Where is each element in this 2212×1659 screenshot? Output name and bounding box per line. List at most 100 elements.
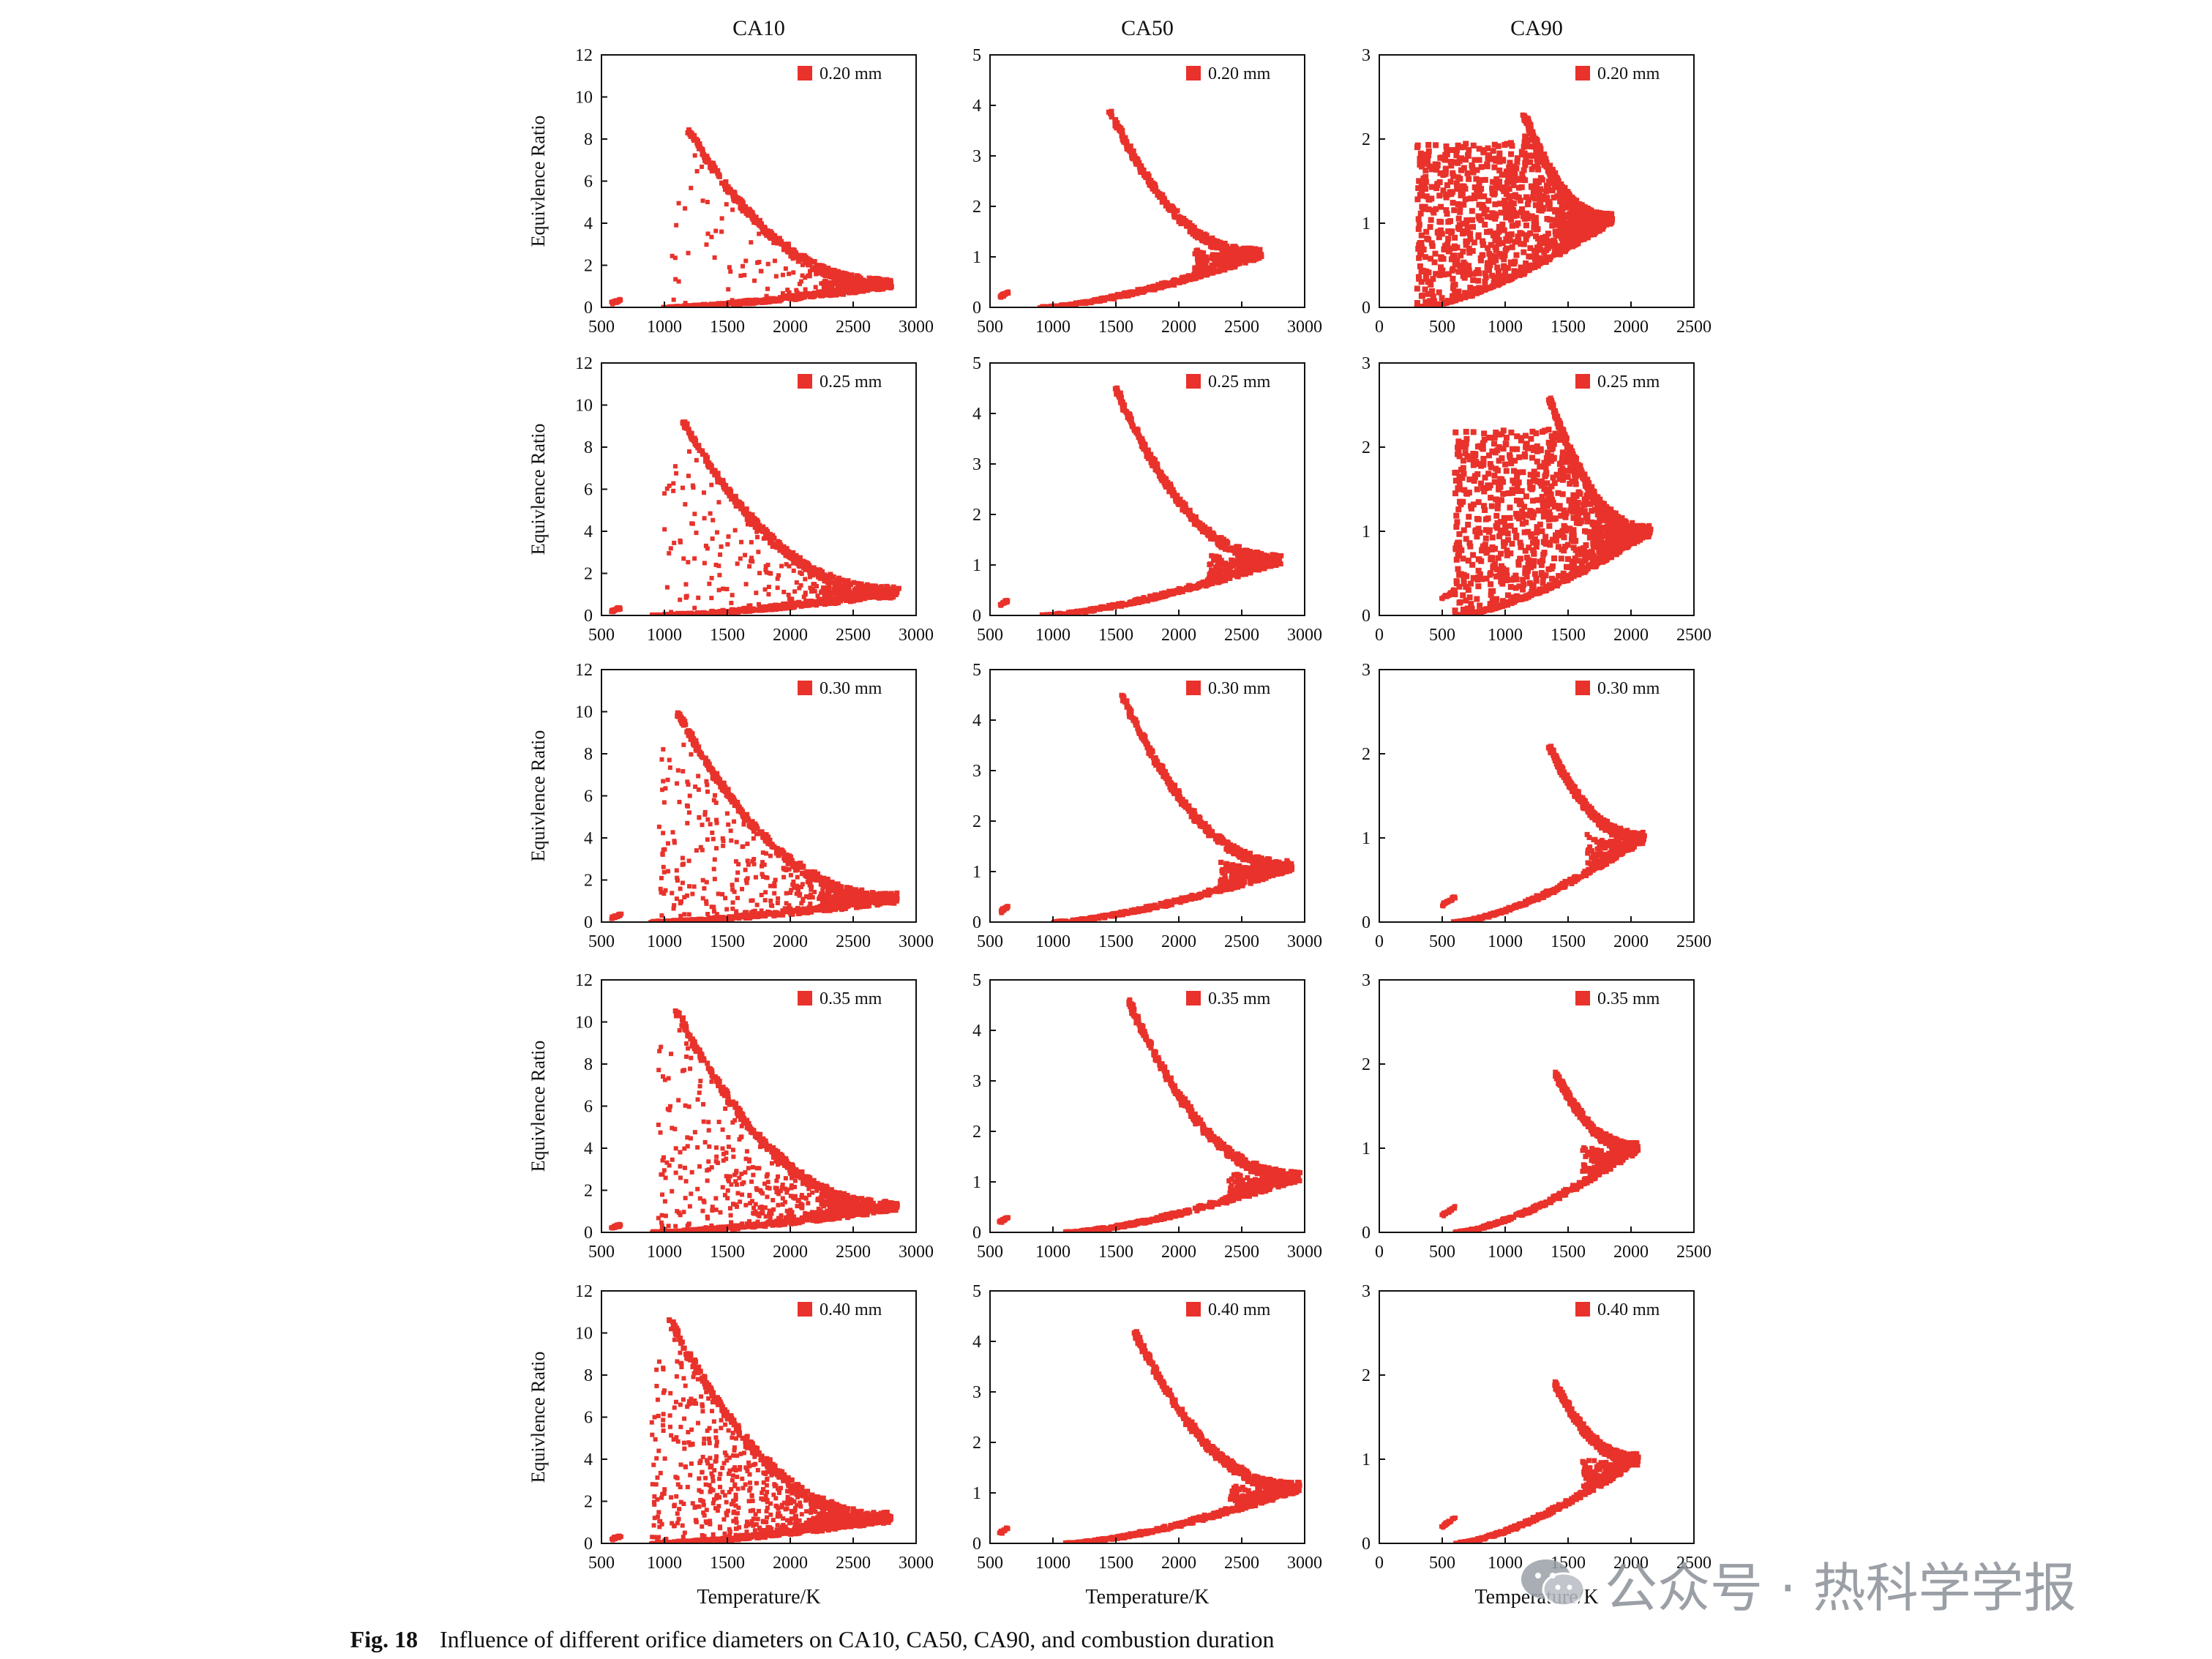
- scatter-point: [777, 239, 783, 244]
- scatter-point: [1493, 157, 1499, 164]
- scatter-point: [1182, 277, 1188, 282]
- scatter-point: [1529, 194, 1536, 201]
- scatter-point: [726, 534, 731, 539]
- scatter-point: [777, 606, 783, 612]
- scatter-point: [1415, 185, 1422, 192]
- scatter-point: [791, 270, 796, 275]
- scatter-point: [851, 580, 857, 585]
- scatter-point: [1193, 248, 1199, 254]
- scatter-point: [1040, 304, 1046, 307]
- scatter-point: [825, 282, 831, 288]
- column-title: CA50: [1121, 16, 1174, 40]
- scatter-point: [1557, 223, 1564, 230]
- scatter-point: [1150, 185, 1155, 191]
- scatter-point: [765, 299, 771, 305]
- scatter-point: [792, 589, 798, 594]
- scatter-point: [1534, 153, 1540, 160]
- scatter-point: [1491, 191, 1497, 198]
- scatter-point: [770, 544, 775, 549]
- scatter-point: [1459, 266, 1466, 273]
- scatter-point: [1419, 163, 1425, 170]
- scatter-point: [744, 208, 750, 214]
- scatter-point: [712, 611, 718, 615]
- scatter-point: [1541, 249, 1548, 255]
- scatter-point: [1522, 133, 1529, 140]
- scatter-point: [1463, 217, 1470, 223]
- scatter-point: [1469, 247, 1476, 254]
- scatter-point: [1577, 201, 1583, 207]
- scatter-point: [1418, 269, 1425, 275]
- scatter-point: [1119, 133, 1125, 139]
- legend-label: 0.20 mm: [820, 64, 882, 83]
- scatter-point: [1559, 231, 1565, 238]
- scatter-point: [712, 472, 718, 478]
- scatter-point: [851, 277, 857, 282]
- scatter-point: [1540, 193, 1547, 200]
- scatter-point: [711, 165, 717, 171]
- scatter-point: [1436, 234, 1442, 241]
- scatter-point: [1507, 160, 1513, 166]
- scatter-point: [1439, 231, 1445, 237]
- scatter-point: [746, 297, 752, 303]
- y-tick-label: 4: [584, 214, 593, 233]
- y-tick-label: 3: [1362, 46, 1371, 65]
- scatter-point: [1537, 247, 1544, 253]
- scatter-point: [1503, 168, 1510, 175]
- scatter-point: [1510, 261, 1517, 267]
- scatter-point: [706, 464, 712, 470]
- scatter-point: [1215, 242, 1221, 248]
- scatter-point: [1479, 252, 1485, 258]
- scatter-point: [1463, 241, 1469, 248]
- scatter-point: [1466, 250, 1473, 256]
- scatter-point: [1434, 181, 1441, 187]
- x-tick-label: 500: [977, 318, 1003, 337]
- scatter-point: [1189, 274, 1195, 280]
- scatter-point: [1535, 158, 1542, 165]
- scatter-point: [671, 481, 676, 486]
- scatter-point: [852, 285, 858, 291]
- scatter-point: [1568, 209, 1575, 215]
- scatter-point: [797, 282, 802, 287]
- scatter-point: [796, 253, 802, 259]
- scatter-point: [1499, 185, 1506, 192]
- scatter-point: [811, 565, 817, 571]
- x-tick-label: 1500: [710, 318, 745, 337]
- scatter-point: [1537, 197, 1543, 203]
- scatter-point: [871, 284, 877, 289]
- scatter-point: [700, 198, 705, 203]
- scatter-point: [1187, 229, 1193, 235]
- scatter-point: [1583, 227, 1590, 233]
- scatter-point: [662, 491, 667, 496]
- scatter-point: [1199, 238, 1205, 244]
- scatter-point: [656, 613, 662, 615]
- scatter-point: [813, 285, 818, 290]
- scatter-point: [833, 275, 839, 281]
- scatter-point: [810, 292, 815, 297]
- scatter-point: [1414, 142, 1421, 149]
- x-tick-label: 3000: [899, 318, 934, 337]
- x-tick-label: 1000: [647, 318, 682, 337]
- scatter-point: [1470, 224, 1477, 231]
- scatter-point: [1199, 258, 1205, 264]
- scatter-point: [1509, 244, 1515, 250]
- scatter-point: [1607, 217, 1613, 223]
- scatter-point: [788, 247, 794, 253]
- scatter-point: [1160, 197, 1166, 203]
- scatter-point: [1451, 207, 1458, 214]
- scatter-point: [1600, 216, 1607, 222]
- scatter-point: [773, 297, 779, 303]
- scatter-point: [825, 266, 831, 271]
- scatter-point: [724, 190, 730, 195]
- scatter-point: [1414, 299, 1420, 306]
- scatter-point: [772, 258, 777, 263]
- scatter-point: [1471, 239, 1477, 246]
- scatter-point: [807, 272, 812, 277]
- scatter-point: [1463, 141, 1469, 147]
- scatter-point: [1214, 245, 1220, 251]
- scatter-point: [1535, 236, 1542, 242]
- scatter-point: [1518, 270, 1523, 276]
- scatter-point: [1478, 217, 1485, 223]
- scatter-point: [1460, 273, 1466, 280]
- scatter-point: [1450, 275, 1456, 282]
- scatter-point: [1536, 179, 1542, 185]
